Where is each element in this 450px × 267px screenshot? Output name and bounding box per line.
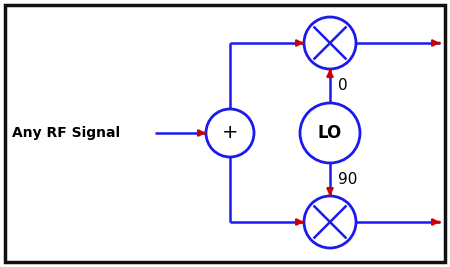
Text: 90: 90 [338,172,357,187]
Text: +: + [222,124,238,143]
Circle shape [304,196,356,248]
FancyBboxPatch shape [5,5,445,262]
Circle shape [300,103,360,163]
Circle shape [206,109,254,157]
Text: Any RF Signal: Any RF Signal [12,126,120,140]
Text: LO: LO [318,124,342,142]
Circle shape [304,17,356,69]
Text: 0: 0 [338,78,347,93]
